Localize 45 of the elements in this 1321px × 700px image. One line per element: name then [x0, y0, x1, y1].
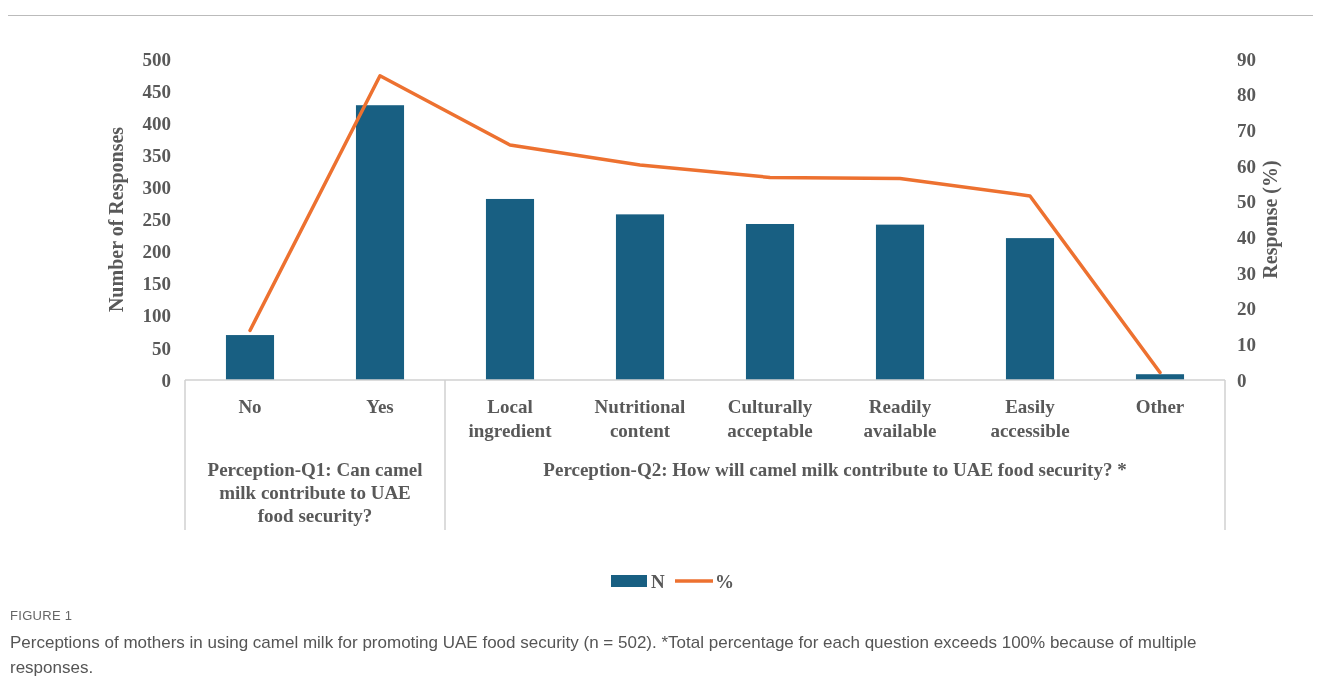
- x-tick-label: Easily accessible: [990, 396, 1070, 441]
- y-tick-label: 450: [142, 80, 171, 102]
- y2-tick-label: 70: [1237, 119, 1256, 141]
- y2-tick-label: 60: [1237, 155, 1256, 177]
- legend-label: %: [715, 570, 734, 592]
- bar: [225, 335, 275, 380]
- x-tick-label: Yes: [366, 396, 394, 417]
- legend-label: N: [651, 570, 665, 592]
- y2-tick-label: 20: [1237, 298, 1256, 320]
- y2-tick-label: 50: [1237, 191, 1256, 213]
- bar: [875, 224, 925, 380]
- x-tick-label: No: [238, 396, 262, 417]
- x-tick-label: Readily available: [863, 396, 937, 441]
- y-tick-label: 300: [142, 177, 171, 199]
- y-tick-label: 250: [142, 209, 171, 231]
- bar: [615, 214, 665, 380]
- y-tick-label: 350: [142, 144, 171, 166]
- text: Perception-Q2: How will camel milk contribute to UAE food security? *: [543, 459, 1127, 480]
- y2-tick-label: 80: [1237, 84, 1256, 106]
- y-tick-label: 150: [142, 273, 171, 295]
- text: Perception-Q1: Can camel milk contribute to UAE food security?: [207, 459, 423, 526]
- y-tick-label: 200: [142, 241, 171, 263]
- x-tick-label: Culturally acceptable: [727, 396, 813, 441]
- y-tick-label: 400: [142, 112, 171, 134]
- text: Perceptions of mothers in using camel milk for promoting UAE food security (n = 502). *Total percentage for each question exceeds 100% because of multiple responses.: [10, 633, 1197, 677]
- y2-tick-label: 0: [1237, 369, 1247, 391]
- bar: [355, 105, 405, 380]
- bar: [1005, 238, 1055, 380]
- y2-tick-label: 90: [1237, 48, 1256, 70]
- y-axis-title: Number of Responses: [105, 126, 128, 313]
- x-tick-label: Local ingredient: [468, 396, 553, 441]
- y2-tick-label: 40: [1237, 226, 1256, 248]
- y-tick-label: 100: [142, 305, 171, 327]
- y-tick-label: 0: [161, 369, 171, 391]
- y2-tick-label: 10: [1237, 333, 1256, 355]
- y-tick-label: 50: [152, 337, 171, 359]
- x-tick-label: Other: [1135, 396, 1185, 417]
- bar: [485, 198, 535, 380]
- bar: [745, 223, 795, 380]
- y-tick-label: 500: [142, 48, 171, 70]
- y2-tick-label: 30: [1237, 262, 1256, 284]
- line-series: [248, 74, 1162, 375]
- x-tick-label: Nutritional content: [594, 396, 686, 441]
- text: FIGURE 1: [10, 608, 73, 623]
- y2-axis-title: Response (%): [1259, 160, 1282, 279]
